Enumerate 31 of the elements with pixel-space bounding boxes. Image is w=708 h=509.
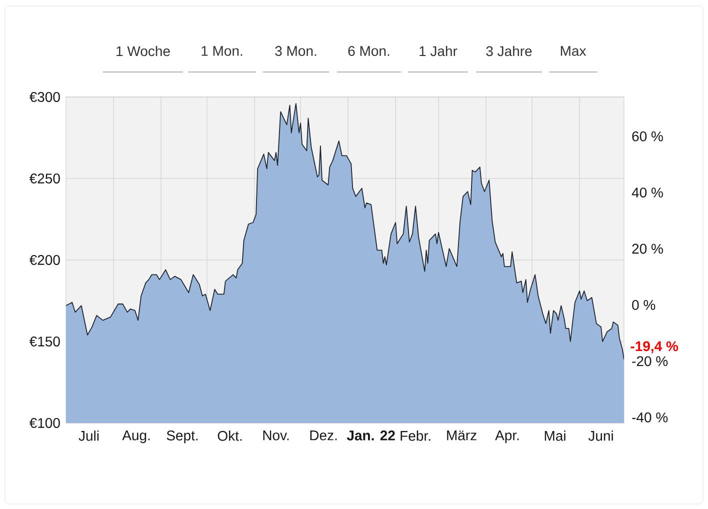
x-tick-label: März [447,430,476,440]
y-tick-label: €200 [29,255,60,265]
x-tick-label: Juni [588,430,613,441]
text: 6 Mon. [348,46,390,56]
text: 3 Mon. [275,46,316,56]
y2-tick-label: 20 % [632,244,663,254]
y-tick-label: €300 [29,92,60,102]
text: 1 Jahr [420,46,458,56]
annotation: -19,4 % [630,341,678,354]
text: Max [560,46,586,56]
y-tick-label: €100 [29,418,60,428]
y-tick-label: €150 [29,336,60,346]
y2-tick-label: 40 % [632,188,663,198]
x-tick-label: Febr. [400,430,430,441]
text: 1 Mon. [202,46,242,56]
text: 1 Woche [116,46,170,56]
x-tick-label: Mai [544,430,566,441]
x-tick-label: Nov. [263,430,289,440]
y2-tick-label: 0 % [632,300,656,310]
x-tick-label: Dez. [310,430,337,440]
x-tick-label: Apr. [495,430,519,444]
x-tick-label: Okt. [218,430,242,441]
x-tick-label: Juli [78,430,99,441]
y-tick-label: €250 [29,174,60,184]
x-tick-label: Jan. 22 [346,430,395,440]
y2-tick-label: -40 % [632,412,668,422]
y2-tick-label: -20 % [632,356,668,366]
x-tick-label: Sept. [166,430,198,444]
x-tick-label: Aug. [122,430,150,444]
text: 3 Jahre [486,46,532,56]
y2-tick-label: 60 % [632,131,663,142]
